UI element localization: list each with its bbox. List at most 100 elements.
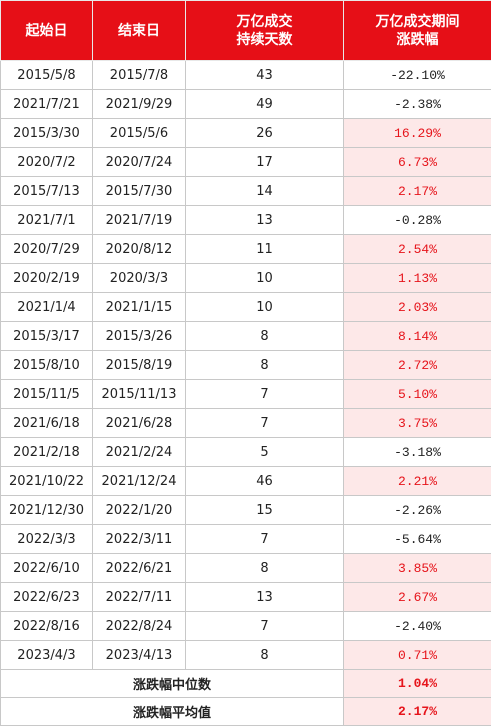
cell: 8 (186, 322, 344, 351)
header-row: 起始日结束日万亿成交持续天数万亿成交期间涨跌幅 (1, 1, 491, 61)
cell: 2020/8/12 (93, 235, 186, 264)
cell: 2015/5/8 (1, 61, 93, 90)
cell: 2021/9/29 (93, 90, 186, 119)
cell: 2021/1/15 (93, 293, 186, 322)
cell: 2022/3/3 (1, 525, 93, 554)
cell: 2020/2/19 (1, 264, 93, 293)
header-cell: 万亿成交持续天数 (186, 1, 344, 61)
cell: 46 (186, 467, 344, 496)
cell: 2022/8/16 (1, 612, 93, 641)
cell: 2022/6/23 (1, 583, 93, 612)
cell: 2015/3/30 (1, 119, 93, 148)
change-cell: 5.10% (344, 380, 491, 409)
header-cell: 结束日 (93, 1, 186, 61)
cell: 2015/8/19 (93, 351, 186, 380)
cell: 2015/7/30 (93, 177, 186, 206)
cell: 2021/12/30 (1, 496, 93, 525)
header-line: 结束日 (93, 22, 185, 40)
change-cell: 2.21% (344, 467, 491, 496)
cell: 2015/7/13 (1, 177, 93, 206)
cell: 2021/2/24 (93, 438, 186, 467)
cell: 2022/1/20 (93, 496, 186, 525)
change-cell: -2.38% (344, 90, 491, 119)
header-cell: 万亿成交期间涨跌幅 (344, 1, 491, 61)
cell: 2020/7/29 (1, 235, 93, 264)
cell: 5 (186, 438, 344, 467)
cell: 11 (186, 235, 344, 264)
change-cell: 0.71% (344, 641, 491, 670)
cell: 10 (186, 264, 344, 293)
cell: 26 (186, 119, 344, 148)
cell: 2020/7/24 (93, 148, 186, 177)
summary-label: 涨跌幅中位数 (1, 670, 344, 698)
change-cell: 2.54% (344, 235, 491, 264)
header-line: 起始日 (1, 22, 92, 40)
header-line: 万亿成交 (186, 13, 343, 31)
cell: 2015/8/10 (1, 351, 93, 380)
cell: 8 (186, 554, 344, 583)
change-cell: -5.64% (344, 525, 491, 554)
cell: 2021/7/19 (93, 206, 186, 235)
cell: 2021/12/24 (93, 467, 186, 496)
cell: 8 (186, 641, 344, 670)
header-line: 万亿成交期间 (344, 13, 491, 31)
cell: 7 (186, 409, 344, 438)
cell: 2020/7/2 (1, 148, 93, 177)
change-cell: -3.18% (344, 438, 491, 467)
change-cell: 3.75% (344, 409, 491, 438)
cell: 2021/7/1 (1, 206, 93, 235)
cell: 43 (186, 61, 344, 90)
cell: 2021/2/18 (1, 438, 93, 467)
cell: 2022/7/11 (93, 583, 186, 612)
cell: 14 (186, 177, 344, 206)
header-cell: 起始日 (1, 1, 93, 61)
cell: 13 (186, 583, 344, 612)
cell: 7 (186, 525, 344, 554)
cell: 8 (186, 351, 344, 380)
page: {"table":{ "header":[["起始日"],["结束日"],["万… (0, 0, 491, 702)
change-cell: 16.29% (344, 119, 491, 148)
cell: 2023/4/3 (1, 641, 93, 670)
cell: 2015/3/26 (93, 322, 186, 351)
header-line: 涨跌幅 (344, 31, 491, 49)
change-cell: -2.40% (344, 612, 491, 641)
cell: 17 (186, 148, 344, 177)
change-cell: 3.85% (344, 554, 491, 583)
cell: 2015/11/5 (1, 380, 93, 409)
cell: 2015/5/6 (93, 119, 186, 148)
change-cell: 6.73% (344, 148, 491, 177)
cell: 2020/3/3 (93, 264, 186, 293)
cell: 7 (186, 380, 344, 409)
cell: 15 (186, 496, 344, 525)
cell: 2015/11/13 (93, 380, 186, 409)
cell: 2022/6/10 (1, 554, 93, 583)
cell: 2023/4/13 (93, 641, 186, 670)
cell: 2021/1/4 (1, 293, 93, 322)
cell: 2021/6/28 (93, 409, 186, 438)
cell: 2021/6/18 (1, 409, 93, 438)
cell: 2021/10/22 (1, 467, 93, 496)
cell: 2022/6/21 (93, 554, 186, 583)
cell: 2015/3/17 (1, 322, 93, 351)
